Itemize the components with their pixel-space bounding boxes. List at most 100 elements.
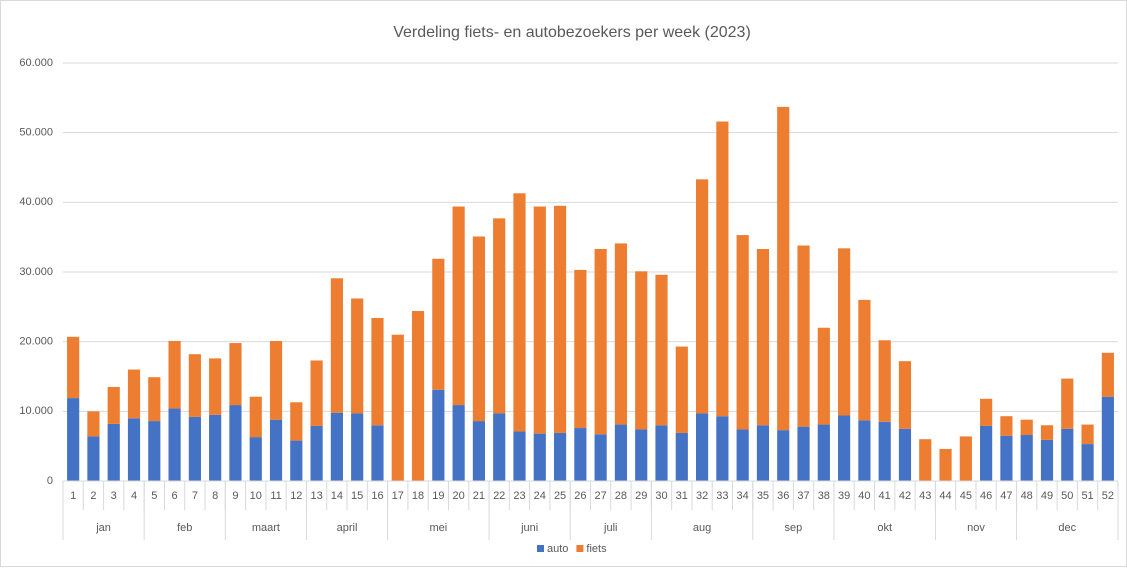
bar-segment <box>209 358 222 415</box>
bar-segment <box>1020 419 1033 436</box>
bar-segment <box>878 340 891 422</box>
x-tick-label: 8 <box>212 490 218 502</box>
bar-segment <box>209 414 222 481</box>
y-tick-label: 50.000 <box>19 127 53 139</box>
bar-segment <box>817 424 830 481</box>
bar-segment <box>351 413 364 481</box>
x-tick-label: 43 <box>919 490 931 502</box>
bar-segment <box>229 405 242 481</box>
bar-segment <box>1000 435 1013 481</box>
bar-segment <box>675 346 688 433</box>
x-tick-label: 34 <box>737 490 749 502</box>
bar-segment <box>898 361 912 429</box>
bar-segment <box>452 206 465 406</box>
x-tick-label: 51 <box>1081 490 1093 502</box>
x-group-label: sep <box>785 522 803 534</box>
bar-segment <box>432 389 445 481</box>
bar-segment <box>939 448 952 481</box>
bar-segment <box>797 245 810 427</box>
x-tick-label: 11 <box>270 490 281 502</box>
x-tick-label: 20 <box>453 490 465 502</box>
bar-segment <box>614 424 628 481</box>
x-tick-label: 24 <box>534 490 546 502</box>
bar-segment <box>797 426 810 481</box>
x-group-label: juni <box>520 522 538 534</box>
x-tick-label: 37 <box>797 490 809 502</box>
y-tick-label: 60.000 <box>19 57 53 69</box>
bar-segment <box>980 425 993 481</box>
x-tick-label: 27 <box>595 490 607 502</box>
x-tick-label: 9 <box>232 490 238 502</box>
x-tick-label: 32 <box>696 490 708 502</box>
bar-segment <box>107 386 120 424</box>
bar-segment <box>188 354 201 417</box>
bar-segment <box>696 413 709 481</box>
bar-segment <box>107 423 120 481</box>
bar-segment <box>980 398 993 426</box>
bar-segment <box>432 258 445 390</box>
x-tick-label: 36 <box>777 490 789 502</box>
x-tick-label: 41 <box>879 490 891 502</box>
x-group-label: juli <box>603 522 617 534</box>
x-tick-label: 25 <box>554 490 566 502</box>
legend-swatch <box>537 545 544 552</box>
bar-segment <box>716 416 729 481</box>
x-tick-label: 48 <box>1021 490 1033 502</box>
bar-segment <box>574 269 587 429</box>
x-tick-label: 38 <box>818 490 830 502</box>
x-tick-label: 15 <box>351 490 363 502</box>
bar-segment <box>716 121 729 417</box>
bar-segment <box>127 369 141 419</box>
bar-segment <box>838 415 851 481</box>
bar-segment <box>290 440 303 481</box>
x-tick-label: 46 <box>980 490 992 502</box>
y-tick-label: 30.000 <box>19 266 53 278</box>
x-tick-label: 22 <box>493 490 505 502</box>
x-group-label: feb <box>177 522 192 534</box>
x-tick-label: 13 <box>310 490 322 502</box>
bar-segment <box>777 106 790 431</box>
x-tick-label: 6 <box>172 490 178 502</box>
bar-segment <box>858 420 871 481</box>
y-tick-label: 40.000 <box>19 196 53 208</box>
bar-segment <box>127 418 141 481</box>
x-tick-label: 44 <box>939 490 951 502</box>
x-tick-label: 29 <box>635 490 647 502</box>
bar-segment <box>513 431 526 481</box>
x-tick-label: 45 <box>960 490 972 502</box>
bar-segment <box>655 274 668 426</box>
bar-segment <box>533 206 546 434</box>
bar-segment <box>310 360 323 426</box>
bar-segment <box>493 413 506 481</box>
bar-segment <box>269 340 283 420</box>
bar-segment <box>655 425 668 481</box>
x-group-label: jan <box>95 522 111 534</box>
legend-label: auto <box>547 543 568 555</box>
x-group-label: okt <box>877 522 892 534</box>
bar-segment <box>290 402 303 441</box>
x-tick-label: 12 <box>290 490 302 502</box>
bar-segment <box>696 179 709 414</box>
bar-segment <box>168 408 181 481</box>
x-tick-label: 7 <box>192 490 198 502</box>
bar-segment <box>1020 435 1033 481</box>
x-group-label: nov <box>967 522 985 534</box>
bar-segment <box>249 437 262 481</box>
bar-segment <box>371 317 384 426</box>
bar-segment <box>817 327 830 425</box>
x-group-label: dec <box>1058 522 1076 534</box>
bar-segment <box>1081 444 1094 481</box>
x-tick-label: 23 <box>513 490 525 502</box>
chart-title: Verdeling fiets- en autobezoekers per we… <box>393 24 751 41</box>
bar-segment <box>330 412 343 481</box>
x-tick-label: 47 <box>1000 490 1012 502</box>
bar-segment <box>635 271 648 430</box>
bar-segment <box>452 405 465 481</box>
bar-segment <box>148 421 161 481</box>
bar-segment <box>1101 352 1114 397</box>
y-tick-label: 20.000 <box>19 336 53 348</box>
bar-segment <box>87 411 100 437</box>
x-tick-label: 31 <box>676 490 688 502</box>
bar-segment <box>675 432 688 481</box>
bar-segment <box>269 419 283 481</box>
